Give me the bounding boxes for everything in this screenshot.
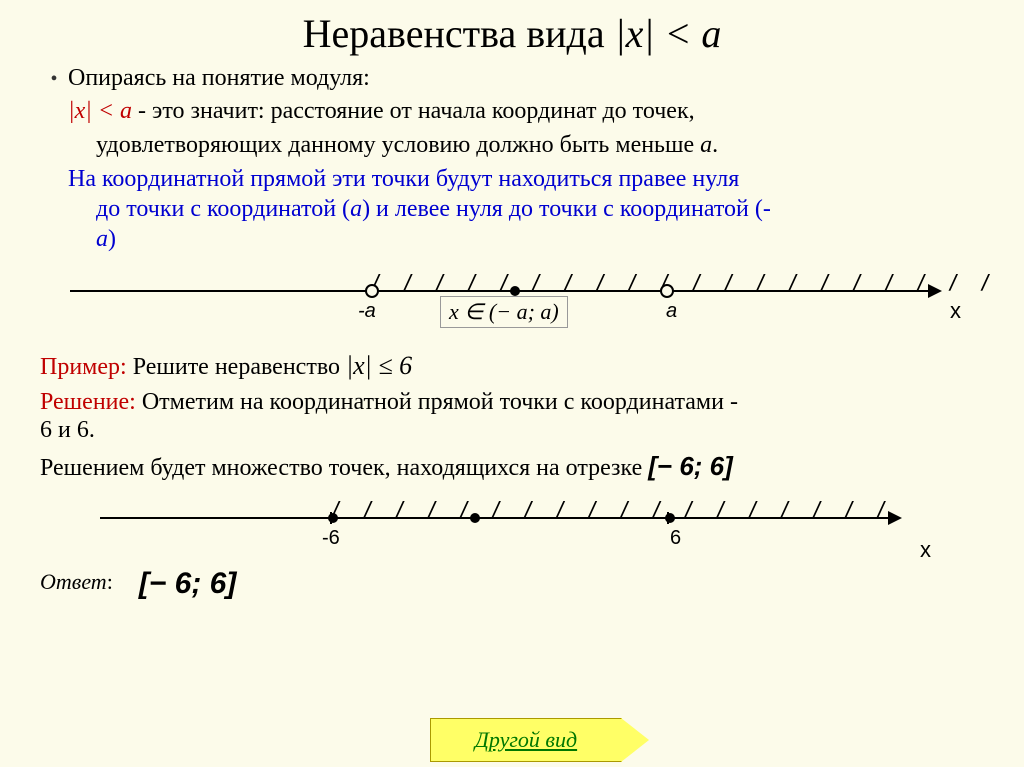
other-view-link[interactable]: Другой вид	[431, 719, 621, 761]
nl1-open-right	[660, 284, 674, 298]
example-math: |x| ≤ 6	[346, 351, 412, 380]
answer-colon: :	[107, 569, 113, 594]
title-text: Неравенства вида	[303, 11, 615, 56]
line-3-dot: .	[712, 132, 718, 158]
solution-text-1: Отметим на координатной прямой точки с к…	[136, 389, 738, 415]
nl1-label-left: -a	[358, 300, 376, 323]
line-4b-mid: ) и левее нуля до точки с координатой (-	[362, 196, 771, 222]
answer-label: Ответ	[40, 569, 107, 594]
arrow-right-icon	[888, 511, 902, 525]
nl2-mid-dot	[470, 513, 480, 523]
line-4b-pre: до точки с координатой (	[96, 196, 350, 222]
example-text: Решите неравенство	[127, 354, 346, 380]
number-line-1: / / / / / / / / / / / / / / / / / / / / …	[70, 262, 994, 332]
bullet-row-1: • Опираясь на понятие модуля:	[40, 65, 994, 92]
title-math: |x| < a	[615, 11, 722, 56]
content-area: • Опираясь на понятие модуля: |x| < a - …	[0, 65, 1024, 613]
solution-line-1: Решение: Отметим на координатной прямой …	[40, 387, 994, 417]
nl1-axis	[70, 290, 930, 292]
nl2-fill-left	[328, 513, 338, 523]
line-4a: На координатной прямой эти точки будут н…	[40, 164, 994, 194]
nl2-x-label: х	[920, 537, 931, 563]
example-line: Пример: Решите неравенство |x| ≤ 6	[40, 350, 994, 383]
slide-title: Неравенства вида |x| < a	[0, 0, 1024, 65]
line-4b-a: a	[350, 196, 362, 222]
line-3: удовлетворяющих данному условию должно б…	[40, 130, 994, 160]
nl1-label-right: a	[666, 300, 677, 323]
solution-label: Решение:	[40, 389, 136, 415]
number-line-2: / / / / / / / / / / / / / / / / / / -6 6…	[70, 489, 994, 567]
answer-row: Ответ: [− 6; 6]	[40, 567, 994, 613]
nl2-label-left: -6	[322, 527, 340, 550]
line-3-text: удовлетворяющих данному условию должно б…	[96, 132, 700, 158]
line-3-a: a	[700, 132, 712, 158]
bullet-1-text: Опираясь на понятие модуля:	[68, 65, 370, 92]
bullet-icon: •	[40, 68, 68, 91]
arrow-right-icon	[928, 284, 942, 298]
line-4c-post: )	[108, 226, 116, 252]
line-2-math: |x| < a	[68, 98, 132, 124]
nl2-label-right: 6	[670, 527, 681, 550]
line-2-mid: - это значит: расстояние от начала коорд…	[132, 98, 695, 124]
line-4c: a)	[40, 224, 994, 254]
conclusion-text: Решением будет множество точек, находящи…	[40, 455, 648, 481]
nl1-open-left	[365, 284, 379, 298]
nl2-fill-right	[665, 513, 675, 523]
conclusion-interval: [− 6; 6]	[648, 451, 733, 481]
line-4c-a: a	[96, 226, 108, 252]
nl1-interval-math: x ∈ (− a; a)	[440, 296, 568, 328]
conclusion-line: Решением будет множество точек, находящи…	[40, 450, 994, 483]
other-view-button[interactable]: Другой вид	[430, 718, 622, 762]
line-2: |x| < a - это значит: расстояние от нача…	[40, 96, 994, 126]
nl1-interval-box: x ∈ (− a; a)	[440, 296, 568, 328]
line-4b: до точки с координатой (a) и левее нуля …	[40, 194, 994, 224]
nl2-axis	[100, 517, 890, 519]
solution-line-2: 6 и 6.	[40, 417, 994, 444]
nl1-x-label: х	[950, 298, 961, 324]
example-label: Пример:	[40, 354, 127, 380]
nl1-mid-dot	[510, 286, 520, 296]
answer-value: [− 6; 6]	[139, 567, 237, 600]
